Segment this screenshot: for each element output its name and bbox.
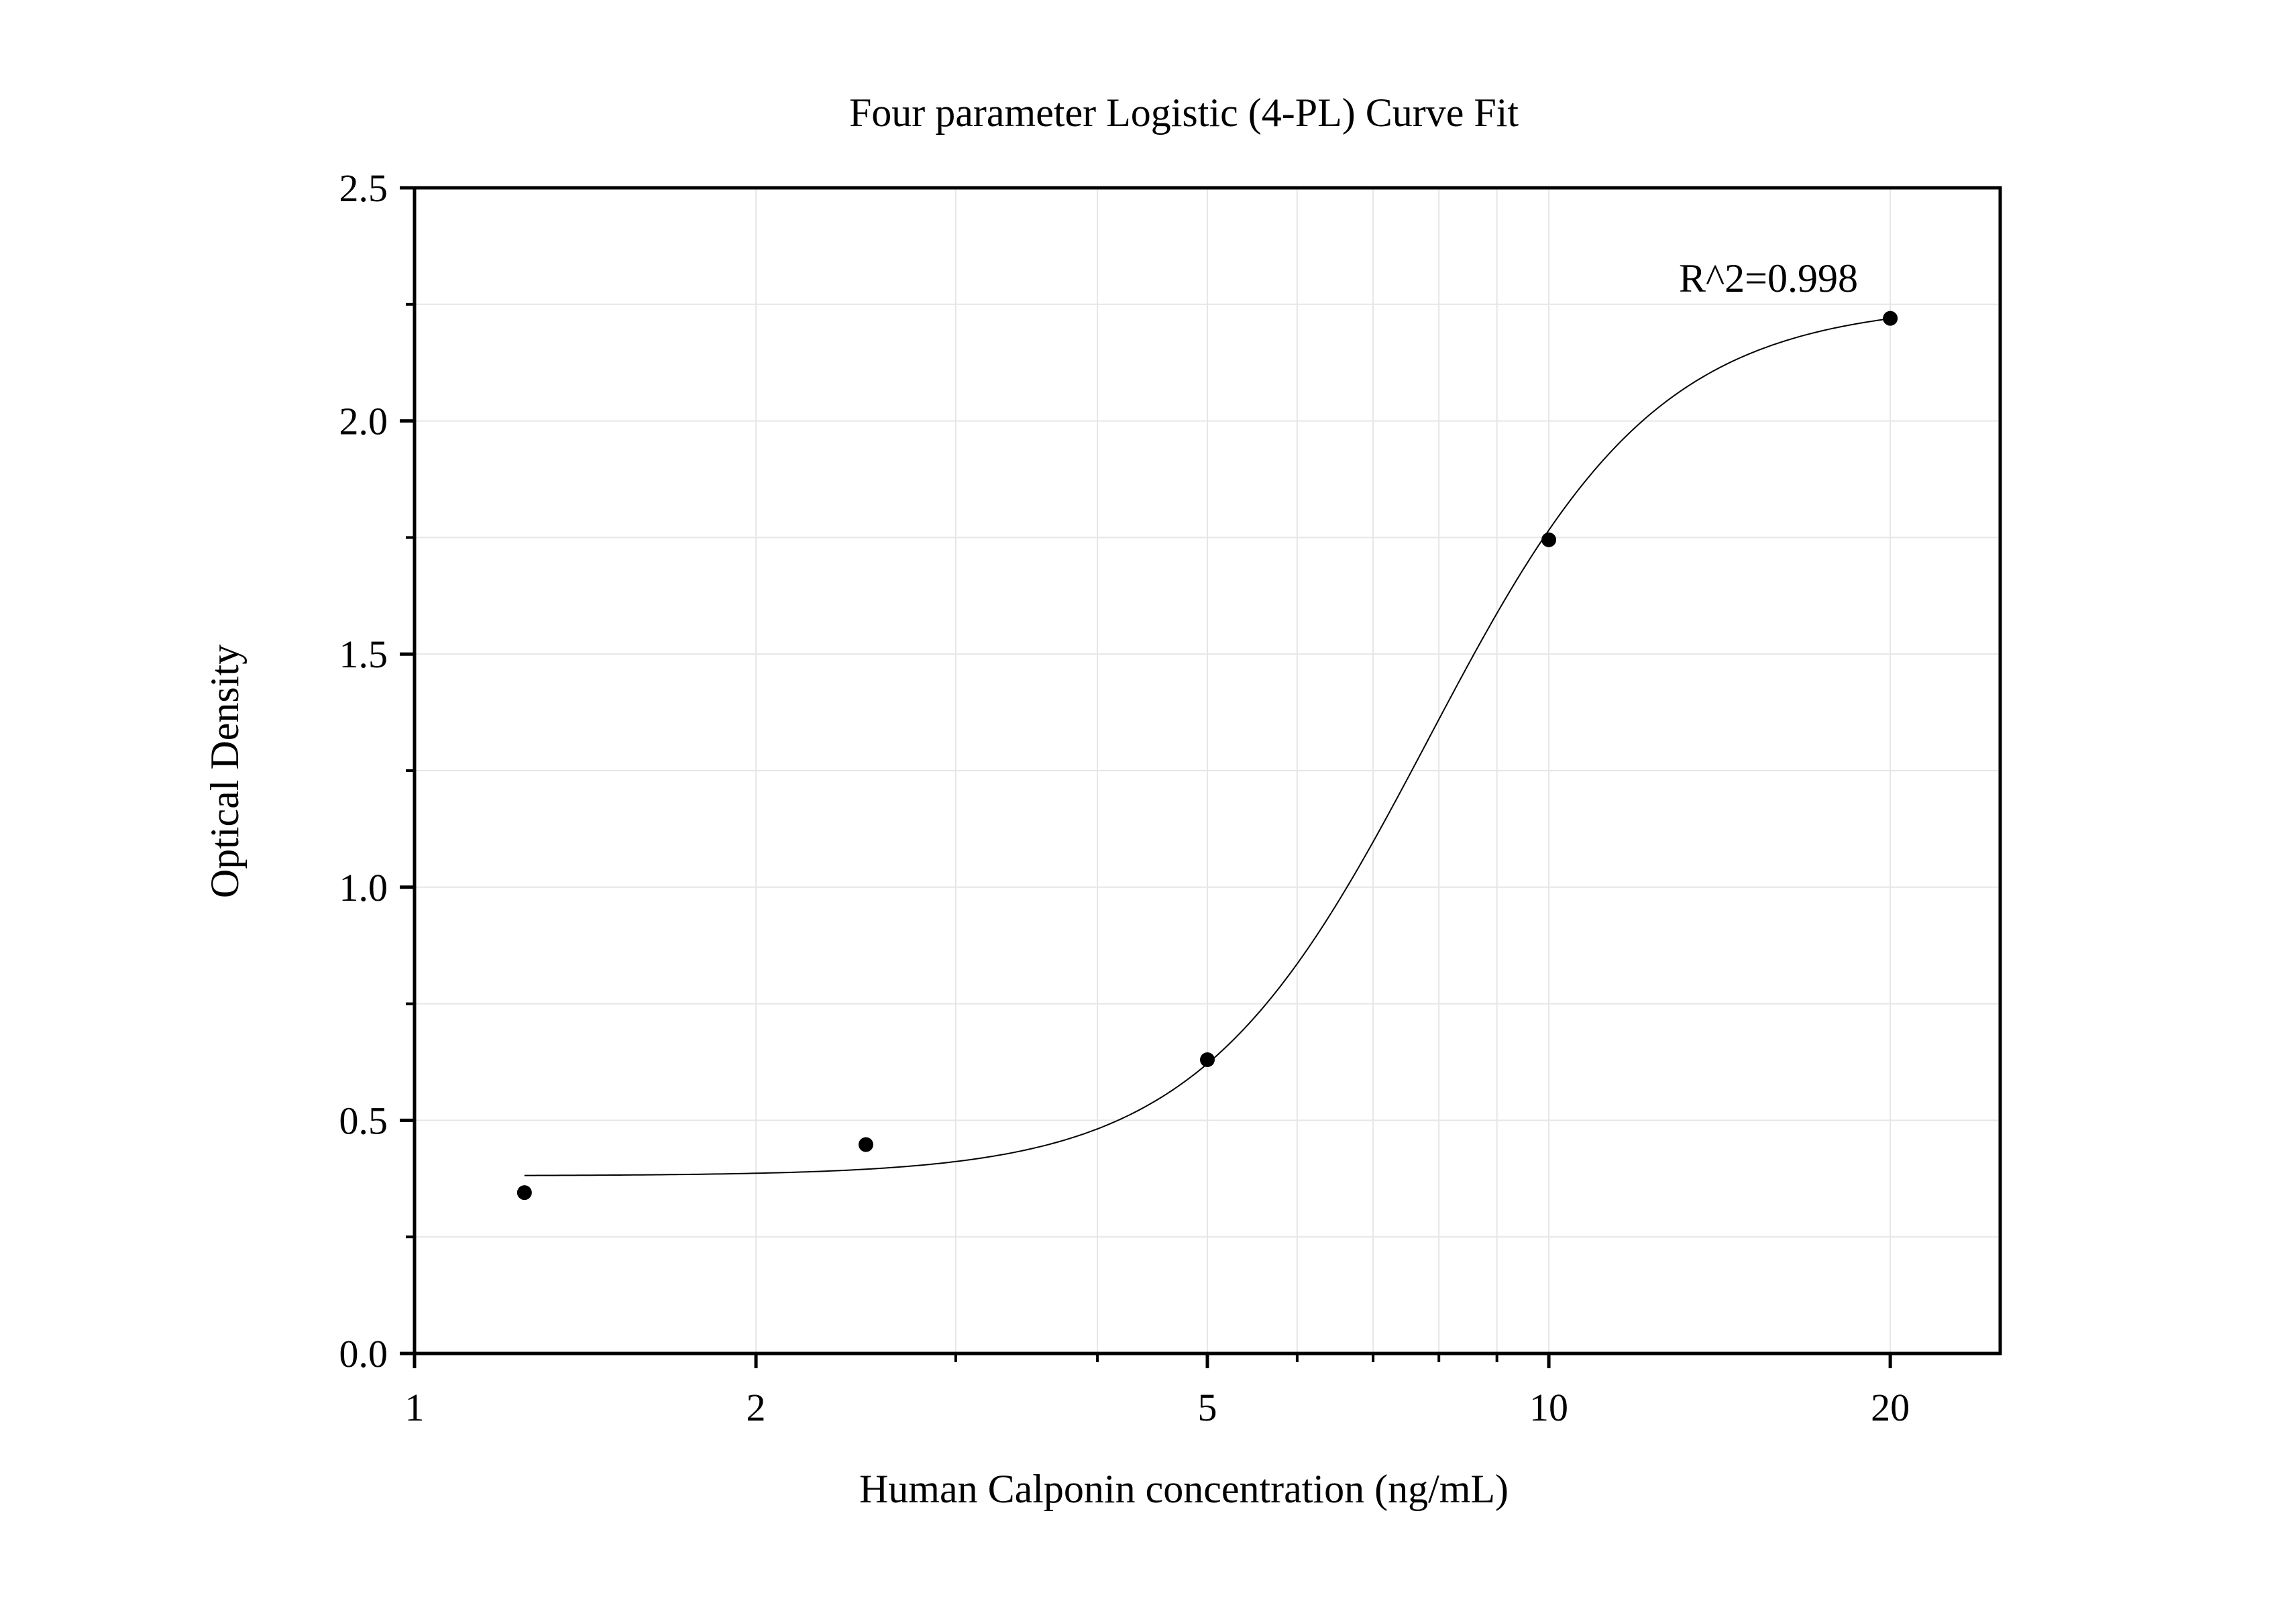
x-tick-label: 2 [747, 1386, 766, 1429]
y-tick-label: 2.0 [339, 400, 388, 443]
data-point [1200, 1052, 1215, 1068]
data-point [1541, 532, 1557, 547]
x-tick-label: 1 [405, 1386, 425, 1429]
ticks [400, 186, 1892, 1368]
y-tick-label: 1.0 [339, 866, 388, 909]
x-tick-label: 5 [1198, 1386, 1217, 1429]
r-squared-annotation: R^2=0.998 [1679, 256, 1858, 300]
y-tick-label: 1.5 [339, 632, 388, 676]
y-axis-label: Optical Density [203, 645, 247, 898]
chart-title: Four parameter Logistic (4-PL) Curve Fit [849, 91, 1519, 135]
grid [415, 188, 2000, 1353]
y-tick-label: 0.5 [339, 1099, 388, 1142]
x-axis-label: Human Calponin concentration (ng/mL) [859, 1467, 1509, 1511]
data-point [516, 1185, 532, 1201]
data-points [516, 311, 1898, 1201]
x-tick-label: 10 [1529, 1386, 1568, 1429]
data-point [1883, 311, 1898, 326]
data-point [858, 1137, 873, 1152]
y-tick-label: 2.5 [339, 166, 388, 210]
x-tick-label: 20 [1871, 1386, 1910, 1429]
tick-labels: 1 2 5 10 20 0.0 0.5 1.0 1.5 2.0 2.5 [339, 166, 1910, 1429]
y-tick-label: 0.0 [339, 1332, 388, 1376]
